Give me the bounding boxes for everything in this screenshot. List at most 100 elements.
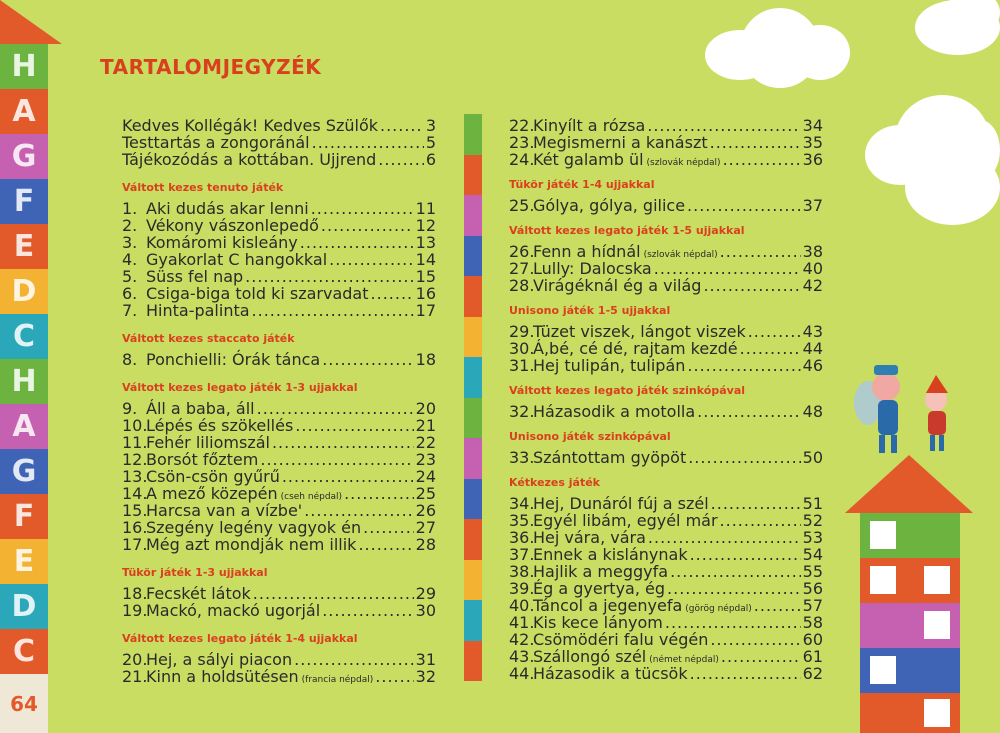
toc-entry[interactable]: 30.Á,bé, cé dé, rajtam kezdé 44 [509,339,823,358]
side-letter: G [0,134,48,179]
dot-leader [690,664,801,683]
stripe-segment [464,397,482,438]
entry-number: 13. [122,467,148,486]
toc-entry[interactable]: 7. Hinta-palinta 17 [122,301,436,320]
entry-title: Hej, Dunáról fúj a szél [533,494,709,513]
section-heading: Váltott kezes staccato játék [122,332,295,345]
toc-entry[interactable]: 43.Szállongó szél(német népdal) 61 [509,647,823,666]
toc-entry[interactable]: 24.Két galamb ül(szlovák népdal) 36 [509,150,823,169]
entry-number: 25. [509,196,535,215]
toc-entry[interactable]: 2. Vékony vászonlepedő 12 [122,216,436,235]
toc-entry[interactable]: 41.Kis kece lányom 58 [509,613,823,632]
entry-page-number: 14 [415,250,436,269]
toc-entry[interactable]: 21.Kinn a holdsütésen(francia népdal) 32 [122,667,436,686]
entry-number: 20. [122,650,148,669]
toc-entry[interactable]: Tájékozódás a kottában. Ujjrend 6 [122,150,436,169]
toc-entry[interactable]: 10.Lépés és szökellés 21 [122,416,436,435]
entry-page-number: 48 [802,402,823,421]
entry-title: Lépés és szökellés [146,416,294,435]
entry-title: Csömödéri falu végén [533,630,709,649]
stripe-segment [464,357,482,398]
toc-entry[interactable]: 31.Hej tulipán, tulipán 46 [509,356,823,375]
entry-number: 22. [509,116,535,135]
entry-title: Még azt mondják nem illik [146,535,357,554]
toc-entry[interactable]: 18.Fecskét látok 29 [122,584,436,603]
entry-page-number: 26 [415,501,436,520]
entry-title: Tájékozódás a kottában. Ujjrend [122,150,377,169]
side-letter: A [0,89,48,134]
toc-entry[interactable]: 39.Ég a gyertya, ég 56 [509,579,823,598]
toc-entry[interactable]: 8. Ponchielli: Órák tánca 18 [122,350,436,369]
toc-entry[interactable]: 15.Harcsa van a vízbe' 26 [122,501,436,520]
dot-leader [358,535,413,554]
toc-entry[interactable]: 6. Csiga-biga told ki szarvadat 16 [122,284,436,303]
toc-entry[interactable]: Testtartás a zongoránál 5 [122,133,436,152]
entry-title: Hej vára, vára [533,528,646,547]
toc-entry[interactable]: 32.Házasodik a motolla 48 [509,402,823,421]
toc-entry[interactable]: 17.Még azt mondják nem illik 28 [122,535,436,554]
toc-entry[interactable]: 11.Fehér liliomszál 22 [122,433,436,452]
entry-page-number: 24 [415,467,436,486]
toc-entry[interactable]: 9. Áll a baba, áll 20 [122,399,436,418]
entry-page-number: 6 [425,150,436,169]
children-illustration [854,365,948,453]
stripe-segment [464,154,482,195]
entry-page-number: 38 [802,242,823,261]
entry-title: Borsót főztem [146,450,259,469]
entry-title: Egyél libám, egyél már [533,511,718,530]
stripe-segment [464,478,482,519]
toc-entry[interactable]: 3. Komáromi kisleány 13 [122,233,436,252]
toc-entry[interactable]: Kedves Kollégák! Kedves Szülők 3 [122,116,436,135]
entry-number: 42. [509,630,535,649]
entry-number: 5. [122,267,138,286]
toc-entry[interactable]: 20.Hej, a sályi piacon 31 [122,650,436,669]
entry-page-number: 57 [802,596,823,615]
toc-entry[interactable]: 16.Szegény legény vagyok én 27 [122,518,436,537]
dot-leader [697,402,801,421]
entry-page-number: 50 [802,448,823,467]
toc-entry[interactable]: 14.A mező közepén(cseh népdal) 25 [122,484,436,503]
toc-entry[interactable]: 37.Ennek a kislánynak 54 [509,545,823,564]
toc-entry[interactable]: 12.Borsót főztem 23 [122,450,436,469]
toc-entry[interactable]: 5. Süss fel nap 15 [122,267,436,286]
toc-entry[interactable]: 44.Házasodik a tücsök 62 [509,664,823,683]
entry-number: 30. [509,339,535,358]
side-letter: F [0,179,48,224]
toc-entry[interactable]: 29.Tüzet viszek, lángot viszek 43 [509,322,823,341]
toc-entry[interactable]: 22.Kinyílt a rózsa 34 [509,116,823,135]
toc-entry[interactable]: 19.Mackó, mackó ugorjál 30 [122,601,436,620]
entry-note: (francia népdal) [301,675,374,685]
toc-entry[interactable]: 4. Gyakorlat C hangokkal 14 [122,250,436,269]
dot-leader [378,150,424,169]
toc-entry[interactable]: 38.Hajlik a meggyfa 55 [509,562,823,581]
toc-entry[interactable]: 27.Lully: Dalocska 40 [509,259,823,278]
toc-entry[interactable]: 28.Virágéknál ég a világ 42 [509,276,823,295]
toc-entry[interactable]: 26.Fenn a hídnál(szlovák népdal) 38 [509,242,823,261]
entry-title: Harcsa van a vízbe' [146,501,303,520]
entry-number: 36. [509,528,535,547]
dot-leader [322,601,413,620]
entry-page-number: 36 [802,150,823,169]
stripe-segment [464,600,482,641]
entry-page-number: 25 [415,484,436,503]
toc-entry[interactable]: 1. Aki dudás akar lenni 11 [122,199,436,218]
entry-number: 12. [122,450,148,469]
entry-page-number: 42 [802,276,823,295]
side-letter: F [0,494,48,539]
toc-entry[interactable]: 13.Csön-csön gyűrű 24 [122,467,436,486]
toc-entry[interactable]: 35.Egyél libám, egyél már 52 [509,511,823,530]
toc-entry[interactable]: 33.Szántottam gyöpöt 50 [509,448,823,467]
entry-note: (cseh népdal) [280,492,343,502]
entry-number: 23. [509,133,535,152]
dot-leader [687,356,800,375]
entry-number: 27. [509,259,535,278]
toc-entry[interactable]: 25.Gólya, gólya, gilice 37 [509,196,823,215]
toc-entry[interactable]: 40.Táncol a jegenyefa(görög népdal) 57 [509,596,823,615]
toc-entry[interactable]: 42.Csömödéri falu végén 60 [509,630,823,649]
dot-leader [375,667,413,686]
toc-entry[interactable]: 23.Megismerni a kanászt 35 [509,133,823,152]
toc-entry[interactable]: 36.Hej vára, vára 53 [509,528,823,547]
section-heading: Tükör játék 1-3 ujjakkal [122,566,268,579]
toc-entry[interactable]: 34.Hej, Dunáról fúj a szél 51 [509,494,823,513]
entry-number: 43. [509,647,535,666]
